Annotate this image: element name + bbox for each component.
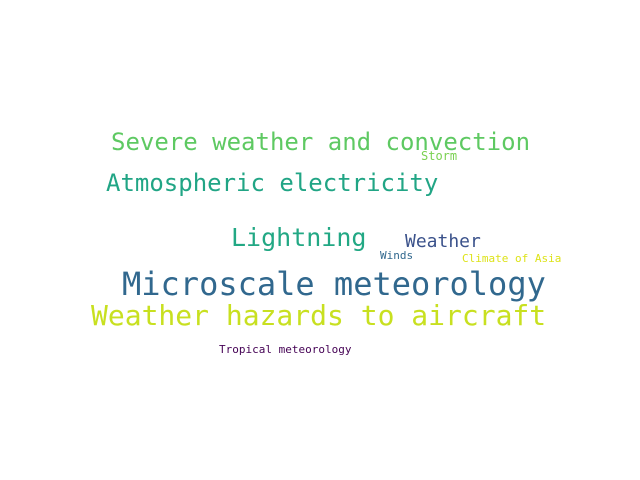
word-winds: Winds <box>380 249 414 262</box>
word-climate-of-asia: Climate of Asia <box>462 252 562 265</box>
word-weather: Weather <box>405 231 481 252</box>
word-weather-hazards-to-aircraft: Weather hazards to aircraft <box>91 299 547 332</box>
word-lightning: Lightning <box>231 223 367 252</box>
word-atmospheric-electricity: Atmospheric electricity <box>106 169 439 197</box>
word-storm: Storm <box>421 149 458 163</box>
word-tropical-meteorology: Tropical meteorology <box>219 343 352 356</box>
word-microscale-meteorology: Microscale meteorology <box>122 265 546 303</box>
word-severe-weather-and-convection: Severe weather and convection <box>111 128 531 156</box>
